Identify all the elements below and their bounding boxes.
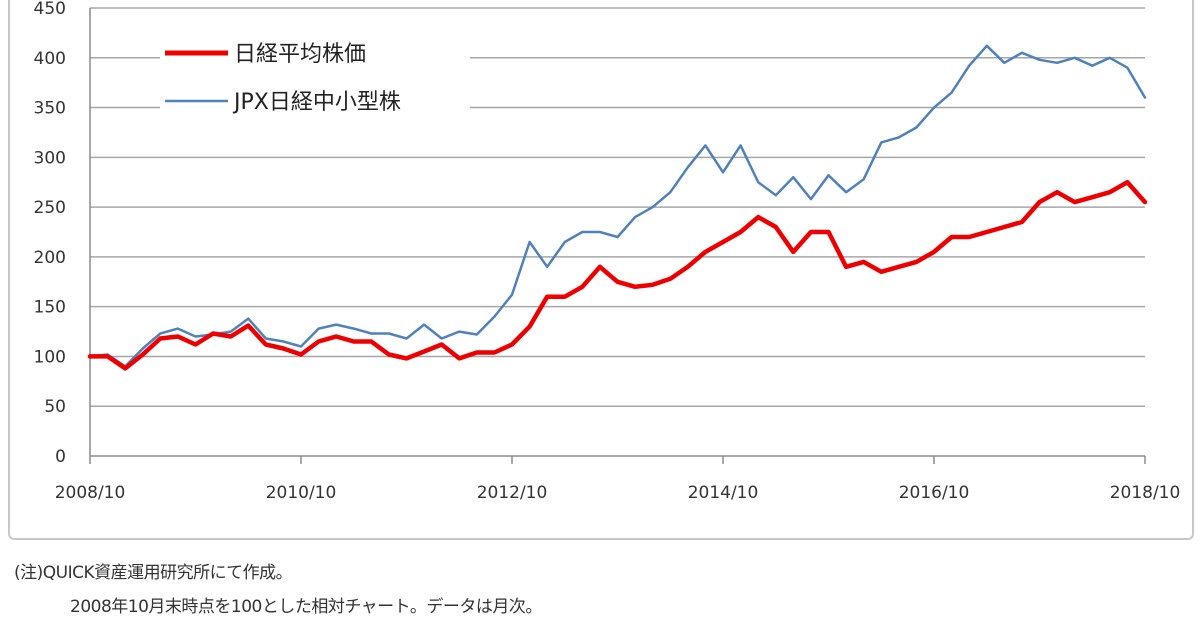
method-note: 2008年10月末時点を100とした相対チャート。データは月次。 — [70, 597, 542, 617]
x-tick-label: 2018/10 — [1110, 483, 1181, 503]
y-tick-label: 50 — [44, 397, 66, 417]
legend-background — [160, 28, 470, 128]
series-line-jpx-small-mid — [88, 44, 1147, 368]
y-tick-label: 0 — [55, 447, 66, 467]
line-chart: 0 50 100 150 200 250 300 350 400 450 2008/10 2010/1… — [34, 0, 1181, 503]
x-tick-label: 2012/10 — [477, 483, 548, 503]
y-tick-label: 200 — [34, 248, 66, 268]
legend-label-nikkei: 日経平均株価 — [234, 42, 366, 67]
legend: 日経平均株価 JPX日経中小型株 — [160, 28, 470, 128]
y-tick-label: 350 — [34, 99, 66, 119]
x-tick-label: 2008/10 — [55, 483, 126, 503]
x-tick-label: 2016/10 — [899, 483, 970, 503]
x-tick-label: 2010/10 — [266, 483, 337, 503]
y-tick-label: 300 — [34, 148, 66, 168]
y-tick-label: 400 — [34, 49, 66, 69]
x-tick-label: 2014/10 — [688, 483, 759, 503]
series-lines — [87, 44, 1148, 371]
y-tick-label: 250 — [34, 198, 66, 218]
axes: 0 50 100 150 200 250 300 350 400 450 2008/10 2010/1… — [34, 0, 1181, 503]
legend-label-jpx: JPX日経中小型株 — [232, 90, 401, 115]
source-note: (注)QUICK資産運用研究所にて作成。 — [14, 563, 293, 583]
y-tick-label: 100 — [34, 347, 66, 367]
y-tick-label: 150 — [34, 298, 66, 318]
y-tick-label: 450 — [34, 0, 66, 19]
series-line-nikkei — [87, 179, 1148, 371]
